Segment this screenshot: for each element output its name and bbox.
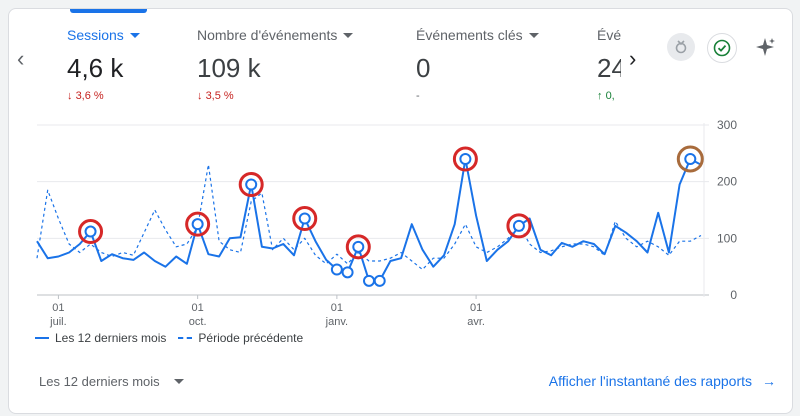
dropdown-caret-icon bbox=[173, 379, 184, 384]
sparkle-icon[interactable] bbox=[751, 33, 779, 61]
metric-tab-events[interactable]: Nombre d'événements 109 k ↓ 3,5 % bbox=[197, 27, 354, 102]
anomaly-point bbox=[684, 153, 697, 165]
y-tick-label: 100 bbox=[717, 231, 737, 245]
anomaly-point bbox=[330, 263, 343, 276]
anomaly-point bbox=[84, 225, 97, 238]
metric-label: Nombre d'événements bbox=[197, 27, 338, 43]
annotation-circle bbox=[292, 206, 318, 231]
metric-delta: ↓ 3,6 % bbox=[67, 90, 140, 102]
solid-line-swatch bbox=[35, 337, 49, 339]
current-period-line bbox=[36, 158, 702, 282]
arrow-right-icon: → bbox=[762, 373, 776, 389]
dropdown-caret-icon bbox=[343, 32, 354, 38]
x-tick-day: 01 bbox=[470, 302, 482, 314]
metric-value: 24 bbox=[597, 53, 621, 83]
sessions-chart: 300 200 100 0 01 juil. 01 oct. 01 janv. 01 avr. bbox=[9, 115, 792, 335]
legend-label: Les 12 derniers mois bbox=[55, 331, 167, 345]
anomaly-point bbox=[352, 240, 365, 253]
annotation-circle bbox=[238, 172, 264, 197]
dropdown-caret-icon bbox=[129, 32, 140, 38]
arrow-down-icon: ↓ bbox=[197, 90, 203, 102]
x-tick-day: 01 bbox=[192, 302, 204, 314]
metric-delta: - bbox=[416, 90, 420, 102]
x-tick-day: 01 bbox=[52, 302, 64, 314]
anomaly-point bbox=[373, 274, 386, 287]
metric-value: 4,6 k bbox=[67, 53, 124, 83]
metric-value: 0 bbox=[416, 53, 431, 83]
previous-metric-chevron-icon[interactable]: ‹ bbox=[17, 46, 25, 71]
anomaly-point bbox=[245, 178, 258, 191]
active-tab-indicator bbox=[70, 9, 147, 13]
anomaly-point bbox=[191, 218, 204, 231]
y-tick-label: 0 bbox=[730, 288, 737, 302]
report-link-label: Afficher l'instantané des rapports bbox=[548, 373, 752, 389]
anomaly-point bbox=[459, 153, 472, 165]
previous-period-line bbox=[36, 164, 702, 271]
metric-delta-value: 0, bbox=[605, 90, 615, 102]
check-circle-icon[interactable] bbox=[707, 33, 737, 63]
anomaly-point bbox=[298, 212, 311, 225]
annotation-circle bbox=[185, 211, 211, 237]
anomaly-point bbox=[512, 219, 525, 232]
legend-item-previous: Période précédente bbox=[178, 331, 303, 345]
period-label: Les 12 derniers mois bbox=[39, 374, 160, 389]
anomaly-point bbox=[363, 274, 375, 287]
period-dropdown[interactable]: Les 12 derniers mois bbox=[39, 374, 184, 389]
line-chart: 300 200 100 0 01 juil. 01 oct. 01 janv. 01 avr. bbox=[36, 118, 737, 328]
dashed-line-swatch bbox=[178, 337, 193, 339]
y-tick-label: 200 bbox=[717, 175, 737, 189]
sessions-card: ‹ Sessions 4,6 k ↓ 3,6 % Nombre d'événem… bbox=[8, 8, 793, 414]
annotation-circle bbox=[452, 146, 478, 172]
x-tick-month: avr. bbox=[467, 316, 485, 328]
metric-tab-key-events[interactable]: Événements clés 0 - bbox=[416, 27, 539, 102]
x-tick-month: juil. bbox=[49, 316, 67, 328]
legend-label: Période précédente bbox=[198, 331, 304, 345]
x-tick-month: janv. bbox=[325, 316, 348, 328]
annotation-circle bbox=[345, 234, 371, 260]
metric-value: 109 k bbox=[197, 53, 261, 83]
x-tick-month: oct. bbox=[189, 316, 207, 328]
view-report-snapshot-link[interactable]: Afficher l'instantané des rapports → bbox=[549, 373, 776, 389]
metric-label: Événements clés (suite) bbox=[597, 27, 621, 43]
annotation-circle bbox=[78, 219, 104, 245]
arrow-down-icon: ↓ bbox=[67, 90, 73, 102]
metric-tab-partial[interactable]: Événements clés (suite) 24 ↑ 0, bbox=[597, 27, 621, 102]
metric-tab-sessions[interactable]: Sessions 4,6 k ↓ 3,6 % bbox=[67, 27, 140, 102]
chart-legend: Les 12 derniers mois Période précédente bbox=[35, 331, 303, 345]
x-tick-day: 01 bbox=[331, 302, 343, 314]
annotation-circle bbox=[676, 145, 704, 173]
metric-label: Événements clés bbox=[416, 27, 523, 43]
insights-badge-icon[interactable] bbox=[667, 33, 695, 61]
metric-delta-value: 3,6 % bbox=[75, 90, 104, 102]
legend-item-current: Les 12 derniers mois bbox=[35, 331, 166, 345]
metric-label: Sessions bbox=[67, 27, 124, 43]
arrow-up-icon: ↑ bbox=[597, 90, 603, 102]
metric-delta: ↓ 3,5 % bbox=[197, 90, 353, 102]
annotation-circle bbox=[506, 213, 532, 239]
metric-delta-value: 3,5 % bbox=[205, 90, 234, 102]
next-metric-chevron-icon[interactable]: › bbox=[629, 46, 637, 71]
anomaly-point bbox=[341, 266, 354, 279]
metric-tabs: Sessions 4,6 k ↓ 3,6 % Nombre d'événemen… bbox=[9, 9, 621, 113]
dropdown-caret-icon bbox=[528, 32, 539, 38]
metric-delta: ↑ 0, bbox=[597, 90, 621, 102]
y-tick-label: 300 bbox=[717, 118, 737, 132]
